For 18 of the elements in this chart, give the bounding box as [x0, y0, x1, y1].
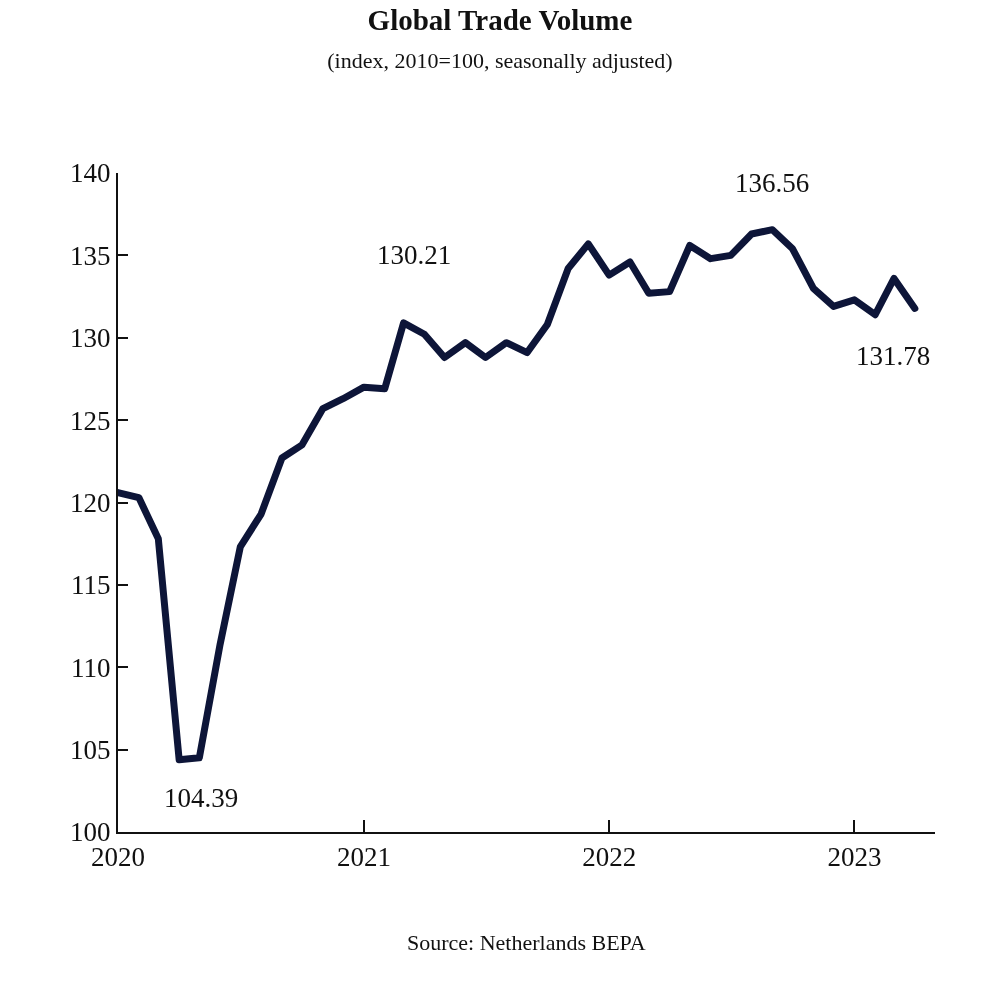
annotation: 131.78 [856, 341, 931, 371]
x-tick-label: 2022 [582, 842, 637, 873]
chart-subtitle: (index, 2010=100, seasonally adjusted) [327, 47, 673, 73]
annotation: 136.56 [735, 168, 810, 198]
source-note: Source: Netherlands BEPA [407, 930, 646, 955]
y-tick-label: 115 [71, 570, 111, 601]
y-tick-label: 135 [70, 240, 111, 271]
chart-title: Global Trade Volume [367, 4, 633, 37]
y-tick-label: 110 [71, 652, 111, 683]
x-tick-label: 2021 [336, 842, 391, 873]
x-tick-label: 2023 [827, 842, 882, 873]
annotation: 104.39 [164, 783, 239, 813]
annotation: 130.21 [377, 240, 452, 270]
y-tick-label: 120 [70, 487, 111, 518]
y-tick-label: 140 [70, 158, 111, 189]
y-tick-label: 105 [70, 735, 111, 766]
y-tick-label: 125 [70, 405, 111, 436]
y-tick-label: 130 [70, 323, 111, 354]
